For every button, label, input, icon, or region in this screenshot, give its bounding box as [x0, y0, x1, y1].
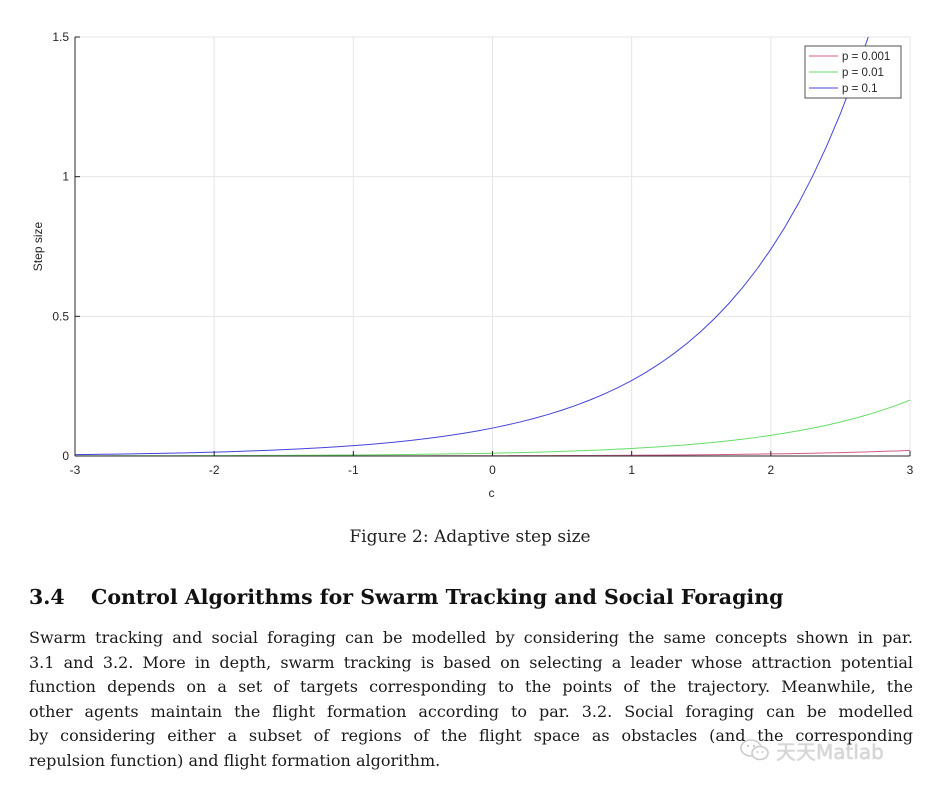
watermark-text: 天天Matlab [776, 739, 884, 764]
x-axis-label: c [489, 486, 495, 500]
x-tick-label: 1 [628, 463, 635, 477]
y-tick-label: 0.5 [52, 309, 69, 323]
legend-entry: p = 0.001 [842, 51, 890, 63]
x-tick-label: 2 [767, 463, 774, 477]
paragraph-line: other agents maintain the flight formati… [29, 701, 913, 721]
paragraph-line: 3.1 and 3.2. More in depth, swarm tracki… [29, 652, 913, 672]
watermark: 天天Matlab [740, 731, 912, 769]
chart: -3 -2 -1 0 1 2 3 0 0.5 1 1.5 c Step size p = 0.001 p =… [31, 30, 914, 500]
body-paragraph: Swarm tracking and social foraging can b… [29, 626, 913, 774]
legend-entry: p = 0.1 [842, 83, 878, 95]
section-heading: 3.4 Control Algorithms for Swarm Tracking… [29, 585, 919, 609]
x-tick-label: -3 [70, 463, 81, 477]
x-tick-label: -2 [209, 463, 220, 477]
paragraph-line: function depends on a set of targets cor… [29, 677, 913, 697]
y-tick-label: 1.5 [52, 30, 69, 44]
figure: -3 -2 -1 0 1 2 3 0 0.5 1 1.5 c Step size p = 0.001 p =… [31, 30, 914, 500]
section-number: 3.4 [29, 585, 65, 609]
legend-entry: p = 0.01 [842, 67, 884, 79]
x-tick-label: 0 [489, 463, 496, 477]
section-title: Control Algorithms for Swarm Tracking an… [91, 585, 784, 609]
x-tick-label: -1 [348, 463, 359, 477]
figure-caption: Figure 2: Adaptive step size [349, 527, 591, 547]
y-tick-label: 0 [62, 449, 69, 463]
paragraph-line: Swarm tracking and social foraging can b… [29, 628, 913, 647]
paragraph-line: repulsion function) and flight formation… [29, 750, 441, 770]
y-axis-label: Step size [31, 221, 45, 271]
paragraph-line: by considering either a subset of region… [29, 726, 913, 746]
x-tick-label: 3 [907, 463, 914, 477]
wechat-icon [740, 739, 769, 761]
y-tick-label: 1 [62, 170, 69, 184]
